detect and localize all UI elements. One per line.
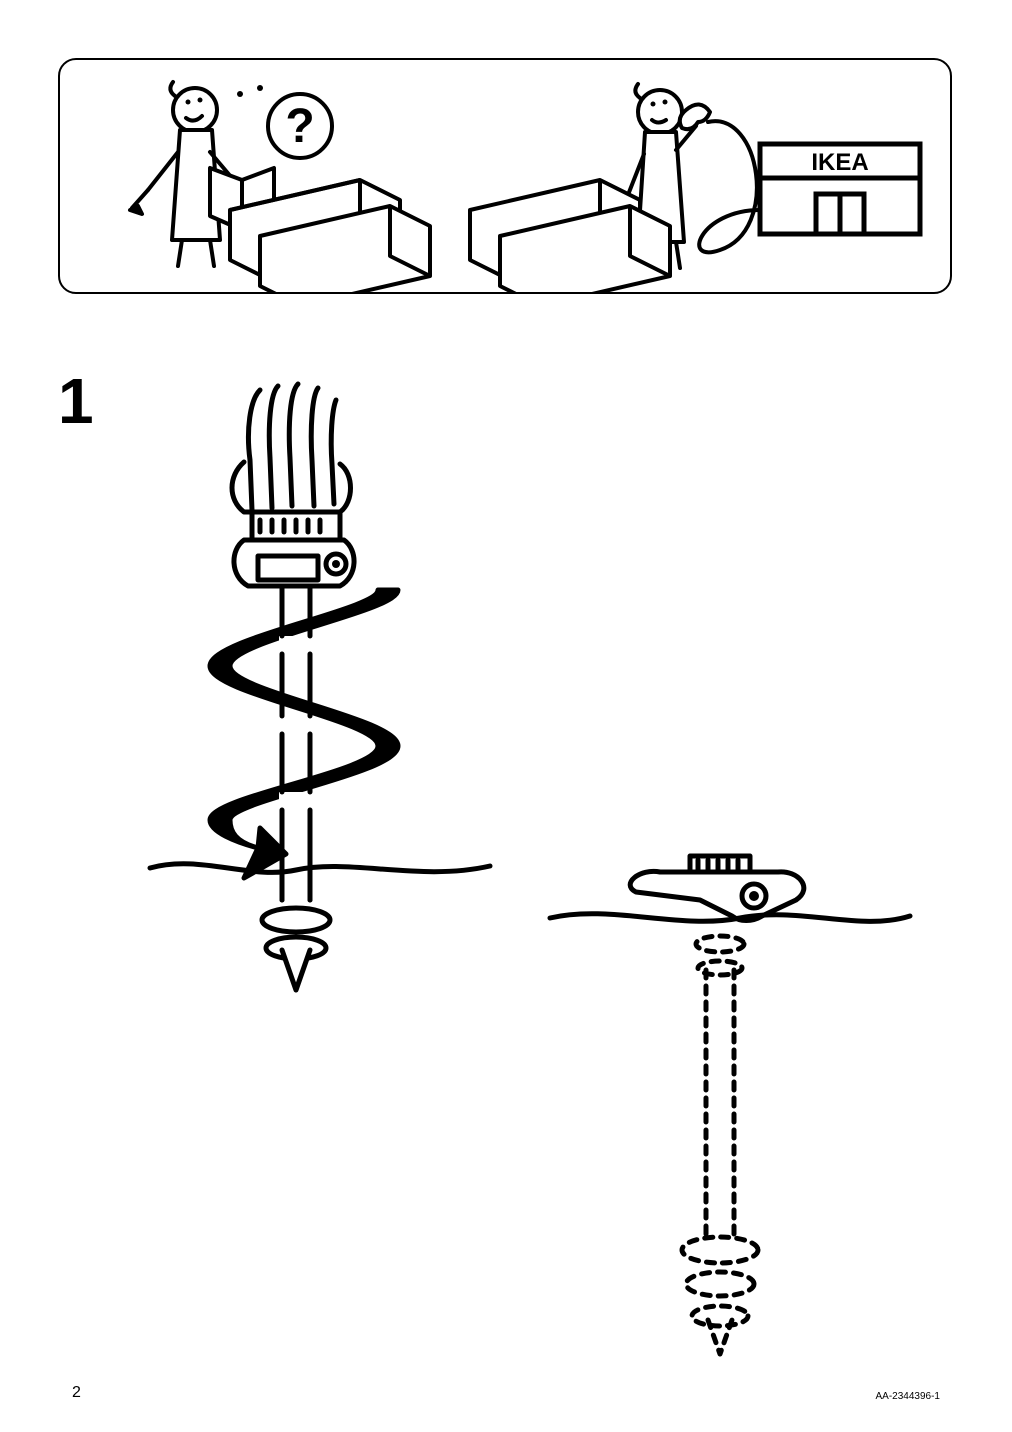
- auger-tip: [262, 908, 330, 990]
- question-mark-icon: ?: [285, 100, 314, 153]
- rotation-arrow: [210, 590, 398, 878]
- store-label: IKEA: [811, 149, 868, 176]
- panels-left: [230, 180, 430, 292]
- doc-ref: AA-2344396-1: [876, 1391, 941, 1402]
- step1-screw-in: [140, 380, 500, 1020]
- anchor-underground: [682, 936, 758, 1354]
- anchor-head-result: [630, 856, 804, 921]
- page-number: 2: [72, 1384, 81, 1402]
- step1-result: [540, 840, 920, 1380]
- hand-icon: [232, 384, 351, 512]
- help-panel-art: ?: [60, 60, 950, 292]
- question-bubble: ?: [237, 85, 332, 158]
- help-panel: ?: [58, 58, 952, 294]
- anchor-head: [234, 512, 354, 586]
- page: ?: [0, 0, 1012, 1432]
- step-number: 1: [58, 364, 94, 438]
